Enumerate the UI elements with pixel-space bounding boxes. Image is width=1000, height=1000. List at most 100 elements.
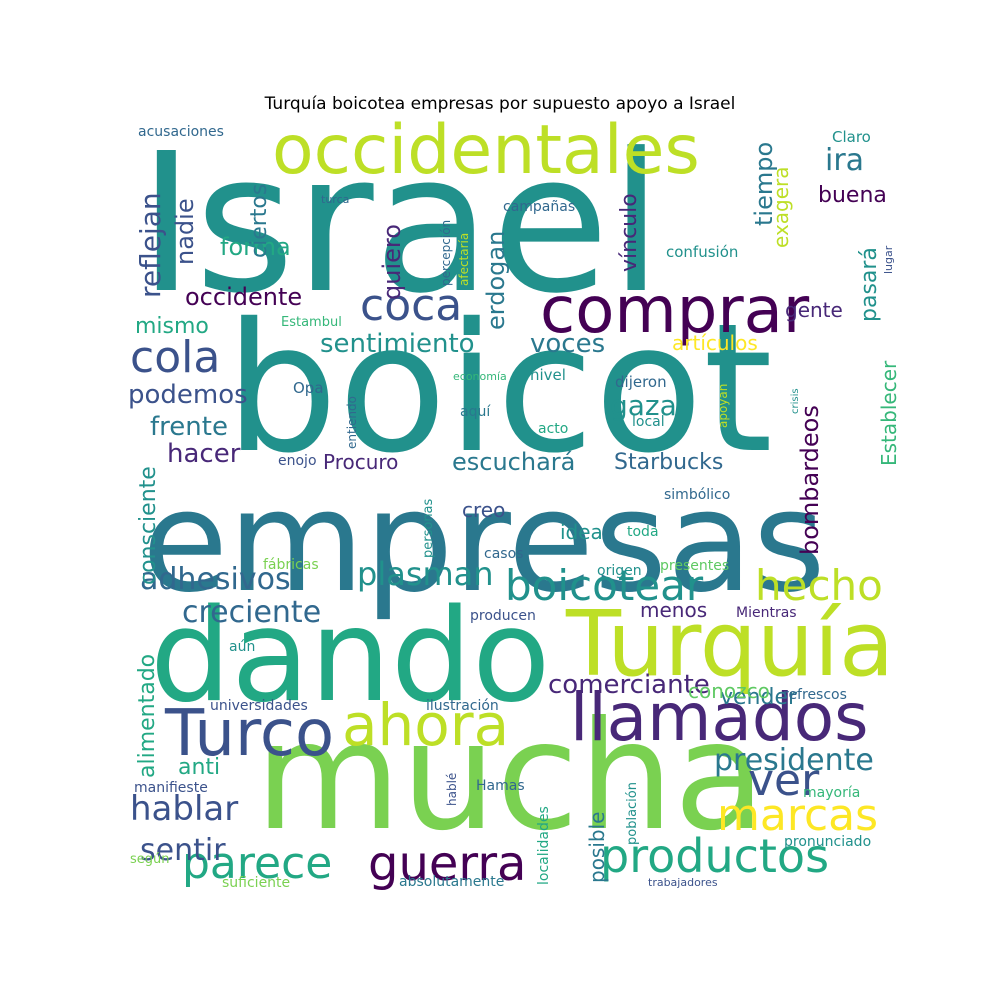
word-occidente: occidente [185, 283, 302, 311]
word-productos: productos [600, 829, 829, 883]
word-vinculo: vínculo [617, 193, 642, 272]
word-opa: Opa [293, 379, 324, 397]
word-nadie: nadie [171, 198, 199, 265]
word-segun: según [130, 852, 170, 867]
word-aun: aún [229, 639, 255, 655]
word-economia: economía [453, 370, 507, 383]
word-crisis: crisis [790, 388, 801, 414]
word-ahora: ahora [342, 691, 509, 759]
word-mucha: mucha [255, 690, 766, 864]
word-campanas: campañas [503, 199, 575, 215]
word-ira: ira [825, 143, 864, 178]
word-localidades: localidades [536, 806, 552, 885]
word-casos: casos [484, 546, 523, 562]
word-simbolico: simbólico [664, 487, 730, 503]
word-pronunciado: pronunciado [784, 834, 871, 850]
word-quiero: quiero [378, 224, 406, 300]
word-enojo: enojo [278, 453, 317, 469]
word-empresas: empresas [142, 461, 826, 624]
word-presidente: presidente [714, 743, 874, 778]
word-erdogan: erdogan [482, 231, 510, 330]
word-hecho: hecho [755, 561, 883, 610]
word-establecer: Establecer [877, 360, 901, 466]
word-cola: cola [130, 332, 220, 383]
word-procuro: Procuro [323, 450, 398, 474]
word-poblacion: población [625, 782, 640, 845]
word-suficiente: suficiente [222, 875, 290, 891]
word-hablar: hablar [130, 789, 238, 829]
word-tiempo: tiempo [750, 142, 778, 226]
word-producen: producen [470, 608, 536, 624]
word-vender: vender [720, 685, 798, 710]
word-gaza: gaza [610, 389, 677, 422]
word-gente: gente [785, 298, 843, 322]
word-universidades: universidades [210, 698, 308, 714]
word-acusaciones: acusaciones [138, 124, 224, 140]
word-apoyan: apoyan [716, 384, 730, 428]
word-guerra: guerra [368, 836, 526, 892]
word-exagera: exagera [769, 166, 793, 248]
word-forma: forma [220, 233, 291, 261]
word-dijeron: dijeron [615, 373, 667, 391]
word-mismo: mismo [135, 314, 209, 339]
word-voces: voces [530, 329, 605, 359]
word-afectaria: afectaría [457, 233, 471, 286]
word-turquia: Turquía [565, 592, 894, 697]
word-podemos: podemos [128, 380, 248, 410]
word-escuchara: escuchará [452, 448, 575, 476]
word-posible: posible [585, 812, 609, 883]
word-coca: coca [360, 280, 462, 331]
chart-title: Turquía boicotea empresas por supuesto a… [264, 94, 736, 114]
word-turca: turca [321, 193, 349, 206]
word-creciente: creciente [182, 595, 321, 630]
word-creo: creo [462, 498, 505, 522]
word-menos: menos [640, 598, 707, 622]
word-anti: anti [178, 755, 220, 780]
word-occidentales: occidentales [272, 111, 700, 190]
word-ver: ver [748, 755, 820, 806]
word-confusion: confusión [666, 243, 738, 261]
word-idea: idea [560, 520, 603, 544]
word-mayoria: mayoría [803, 785, 860, 801]
word-local: local [632, 414, 665, 430]
word-consciente: consciente [136, 466, 161, 585]
word-fabricas: fábricas [263, 557, 319, 573]
word-nivel: nivel [530, 366, 566, 384]
word-articulos: artículos [672, 331, 758, 355]
word-hacer: hacer [167, 439, 241, 469]
word-manifieste: manifieste [134, 780, 208, 796]
word-entiendo: entiendo [345, 396, 359, 449]
word-acto: acto [538, 421, 568, 437]
word-buena: buena [818, 183, 887, 208]
word-bombardeos: bombardeos [796, 405, 824, 555]
word-estambul: Estambul [281, 315, 342, 330]
word-reflejan: reflejan [134, 192, 167, 298]
word-personas: personas [421, 498, 436, 558]
word-turco: Turco [164, 697, 334, 771]
word-comerciante: comerciante [548, 670, 710, 700]
word-parece: parece [182, 838, 332, 889]
word-starbucks: Starbucks [614, 450, 723, 475]
word-boicotear: boicotear [505, 561, 704, 610]
word-claro: Claro [832, 128, 871, 146]
word-absolutamente: absolutamente [399, 874, 504, 890]
word-aqui: aquí [460, 404, 491, 420]
word-hable: hablé [445, 773, 459, 806]
word-mientras: Mientras [736, 605, 797, 621]
word-llamados: llamados [570, 679, 869, 756]
word-plasman: plasman [357, 555, 494, 593]
word-hamas: Hamas [476, 778, 525, 794]
word-dando: dando [150, 582, 550, 731]
word-sentir: sentir [140, 833, 226, 868]
word-toda: toda [627, 524, 659, 540]
word-comprar: comprar [540, 274, 810, 348]
word-marcas: marcas [717, 790, 878, 841]
word-sentimiento: sentimiento [320, 329, 475, 359]
word-percepcion: percepción [439, 220, 453, 286]
word-presentes: presentes [660, 558, 729, 574]
word-conozco: conozco [688, 679, 770, 703]
word-ciertos: ciertos [247, 184, 272, 258]
word-pasara: pasará [857, 247, 882, 322]
word-boicot: boicot [225, 285, 773, 492]
word-ilustracion: ilustración [426, 698, 499, 714]
